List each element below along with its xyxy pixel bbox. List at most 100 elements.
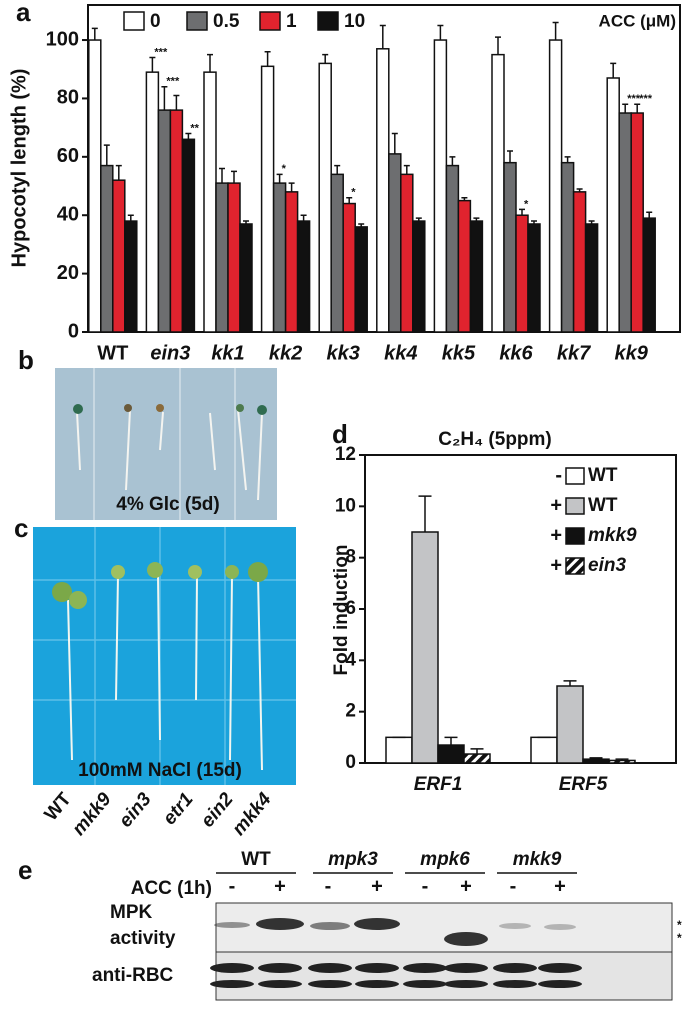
y-tick-label: 20 xyxy=(57,262,79,284)
treatment: - xyxy=(422,875,429,897)
y-tick-label: 12 xyxy=(335,444,356,465)
error-bar xyxy=(495,36,501,55)
bar xyxy=(584,223,599,333)
error-bar xyxy=(185,132,192,140)
bar xyxy=(437,744,465,764)
bar xyxy=(100,164,114,333)
treatment: + xyxy=(371,875,383,897)
treatment-label: ACC (1h) xyxy=(131,878,212,899)
y-tick-label: 8 xyxy=(345,547,356,568)
bar xyxy=(469,220,484,333)
treatment: + xyxy=(554,875,566,897)
genotype-label: ein3 xyxy=(115,789,156,832)
treatment: + xyxy=(274,875,286,897)
error-bar xyxy=(161,86,168,111)
bar xyxy=(556,685,584,764)
bar xyxy=(445,164,460,333)
bar xyxy=(376,48,390,333)
x-tick-label: kk9 xyxy=(615,342,649,364)
x-tick-label: WT xyxy=(97,342,128,364)
bar xyxy=(463,753,491,764)
legend-swatch xyxy=(123,11,145,31)
legend-label: mkk9 xyxy=(588,525,637,546)
error-bar xyxy=(615,758,629,761)
y-tick-label: 6 xyxy=(345,598,356,619)
x-tick-label: ERF5 xyxy=(559,774,608,795)
bar xyxy=(457,199,472,333)
blot-genotype: mpk3 xyxy=(328,849,378,870)
error-bar xyxy=(300,214,307,222)
bar xyxy=(606,77,620,333)
row-label: activity xyxy=(110,928,176,949)
y-tick-label: 40 xyxy=(57,203,79,225)
error-bar xyxy=(507,150,513,163)
legend-title: ACC (μM) xyxy=(599,11,676,30)
bar xyxy=(318,62,332,333)
y-axis-label: Fold induction xyxy=(331,545,352,676)
error-bar xyxy=(115,164,122,181)
legend-treatment: - xyxy=(555,464,562,486)
legend-swatch xyxy=(317,11,339,31)
blot-genotype: mkk9 xyxy=(513,849,562,870)
error-bar xyxy=(531,220,537,224)
error-bar xyxy=(173,94,180,111)
significance: * xyxy=(524,198,529,210)
error-bar xyxy=(264,50,271,67)
treatment: - xyxy=(229,875,236,897)
genotype-label: etr1 xyxy=(159,789,197,829)
bar xyxy=(503,161,517,333)
error-bar xyxy=(415,217,422,222)
bar xyxy=(203,71,217,333)
bar xyxy=(412,220,426,333)
legend-swatch xyxy=(186,11,208,31)
legend-label: ein3 xyxy=(588,555,626,576)
x-tick-label: kk3 xyxy=(327,342,360,364)
bar xyxy=(527,223,541,333)
legend-label: 10 xyxy=(344,11,365,32)
legend-label: WT xyxy=(588,495,618,516)
error-bar xyxy=(403,164,410,175)
error-bar xyxy=(470,748,484,755)
genotype-label: mkk4 xyxy=(228,789,276,840)
legend-treatment: + xyxy=(550,554,562,576)
row-label: MPK xyxy=(110,902,153,923)
error-bar xyxy=(391,132,398,154)
legend-swatch xyxy=(565,497,585,515)
bar xyxy=(272,182,287,333)
x-tick-label: kk6 xyxy=(499,342,533,364)
bar xyxy=(582,758,610,764)
genotype-label: mkk9 xyxy=(68,789,116,840)
bar xyxy=(560,161,575,333)
error-bar xyxy=(473,217,480,222)
error-bar xyxy=(91,27,98,41)
y-tick-label: 0 xyxy=(345,752,356,773)
bar xyxy=(642,217,656,333)
y-tick-label: 2 xyxy=(345,701,356,722)
treatment: + xyxy=(460,875,472,897)
error-bar xyxy=(288,182,295,192)
bar xyxy=(157,109,172,333)
y-tick-label: 0 xyxy=(68,320,79,342)
bar xyxy=(548,39,563,333)
bar xyxy=(400,173,414,333)
bar xyxy=(618,112,632,333)
x-tick-label: kk7 xyxy=(557,342,591,364)
bar xyxy=(388,153,402,333)
bar xyxy=(215,182,229,333)
error-bar xyxy=(358,223,365,227)
significance: *** xyxy=(154,46,168,58)
panel-label: c xyxy=(14,513,28,543)
bar xyxy=(88,39,102,333)
bar xyxy=(411,531,439,764)
x-tick-label: kk4 xyxy=(384,342,417,364)
y-tick-label: 80 xyxy=(57,87,79,109)
error-bar xyxy=(461,196,468,201)
y-tick-label: 10 xyxy=(335,495,356,516)
bar xyxy=(330,173,344,333)
significance: * xyxy=(282,163,287,175)
significance: * xyxy=(351,187,356,199)
error-bar xyxy=(622,103,629,114)
y-tick-label: 60 xyxy=(57,145,79,167)
x-tick-label: kk1 xyxy=(211,342,244,364)
bar xyxy=(354,226,368,333)
